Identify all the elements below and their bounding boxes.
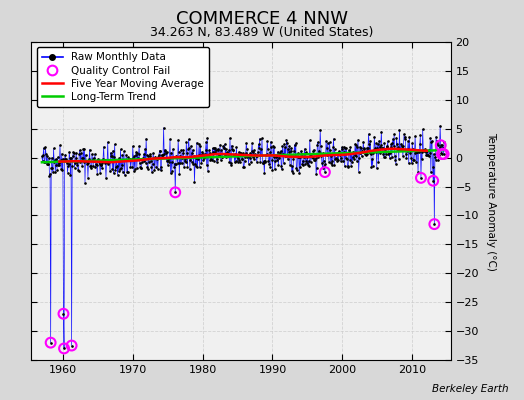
Text: Berkeley Earth: Berkeley Earth xyxy=(432,384,508,394)
Point xyxy=(438,151,446,157)
Text: 34.263 N, 83.489 W (United States): 34.263 N, 83.489 W (United States) xyxy=(150,26,374,39)
Point xyxy=(171,189,179,196)
Text: COMMERCE 4 NNW: COMMERCE 4 NNW xyxy=(176,10,348,28)
Point xyxy=(60,345,68,352)
Point xyxy=(430,221,439,227)
Point xyxy=(68,342,76,349)
Point xyxy=(417,175,425,181)
Point xyxy=(59,310,68,317)
Y-axis label: Temperature Anomaly (°C): Temperature Anomaly (°C) xyxy=(486,132,496,270)
Point xyxy=(429,178,438,184)
Point xyxy=(440,151,448,157)
Legend: Raw Monthly Data, Quality Control Fail, Five Year Moving Average, Long-Term Tren: Raw Monthly Data, Quality Control Fail, … xyxy=(37,47,209,107)
Point xyxy=(436,142,445,148)
Point xyxy=(47,340,55,346)
Point xyxy=(321,169,329,175)
